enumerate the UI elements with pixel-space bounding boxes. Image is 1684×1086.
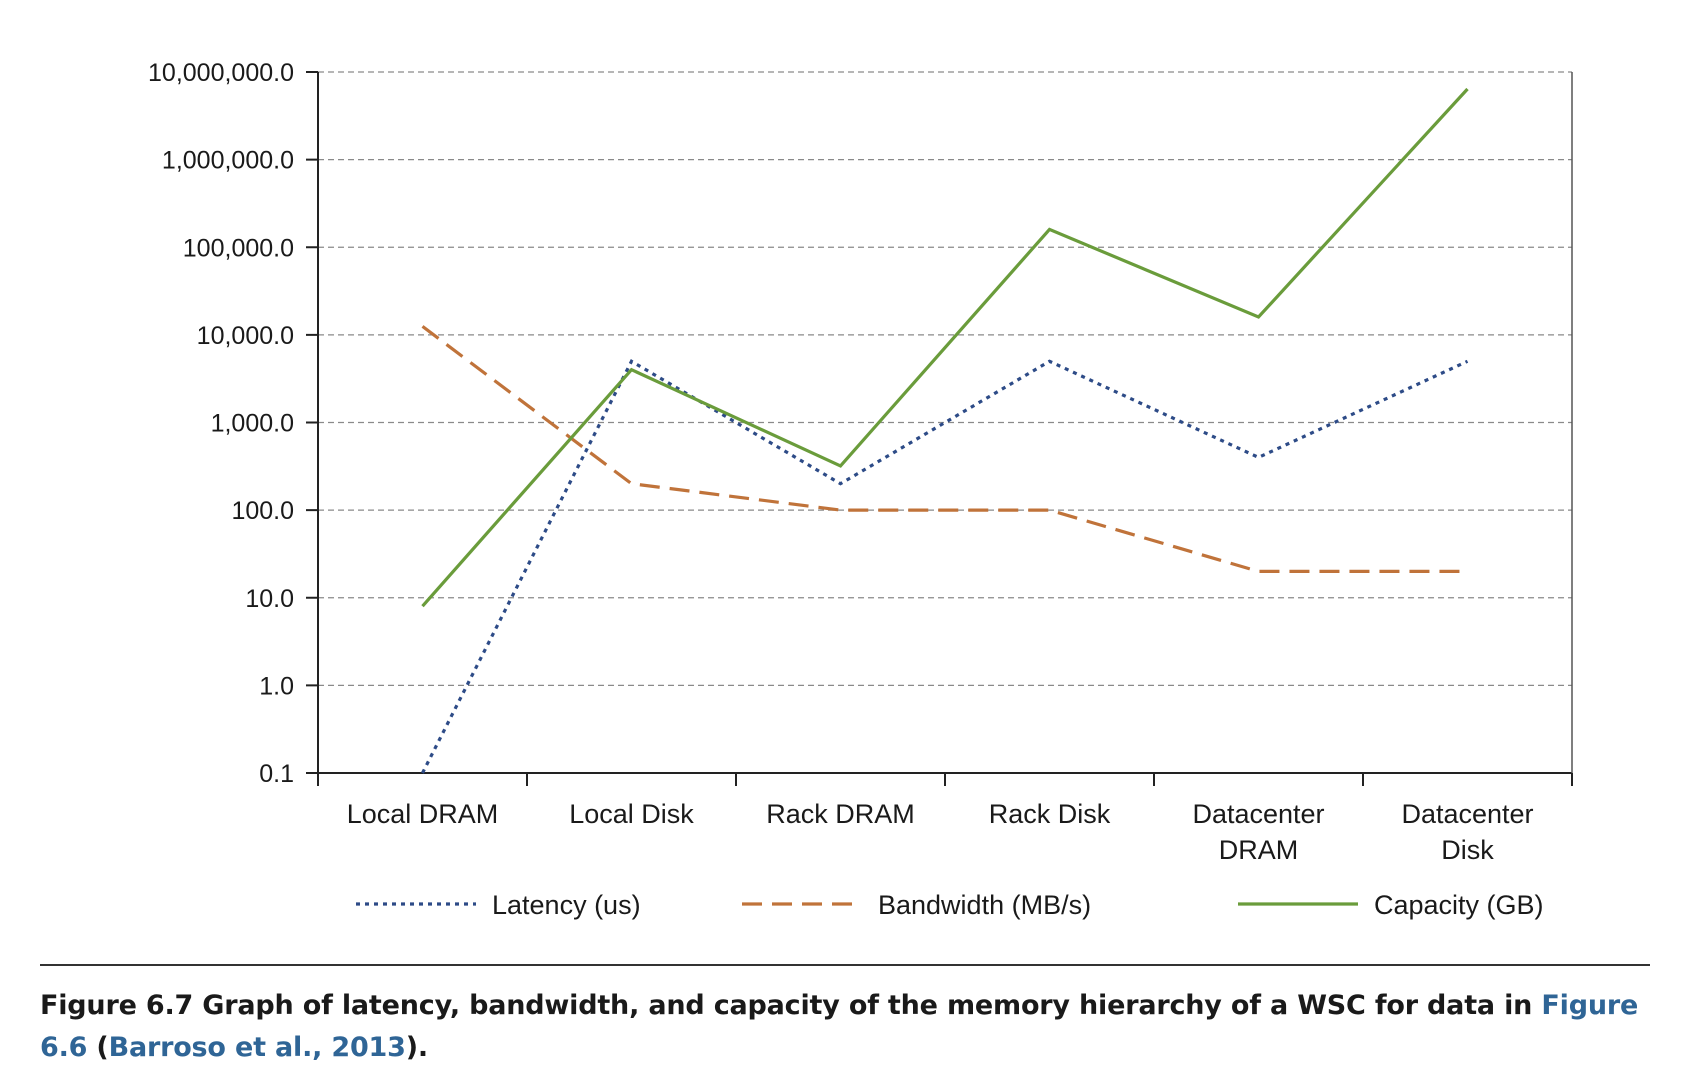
x-axis-ticks: Local DRAM Local Disk Rack DRAM Rack Disk Da… (317, 773, 1573, 865)
citation-link[interactable]: Barroso et al., 2013 (108, 1032, 406, 1063)
x-tick-label: Datacenter (1192, 799, 1324, 829)
grid-lines (318, 71, 1572, 687)
y-axis-ticks: 0.1 1.0 10.0 100.0 1,000.0 10,000.0 100,000.0 1… (148, 59, 318, 788)
caption-text-mid: ( (87, 1032, 109, 1063)
y-tick-label: 100.0 (231, 497, 294, 525)
series-line (421, 87, 1469, 608)
x-tick-label: Rack Disk (989, 799, 1111, 829)
y-tick-label: 10,000.0 (197, 322, 294, 350)
x-tick-label: Rack DRAM (766, 799, 915, 829)
y-tick-label: 10,000,000.0 (148, 59, 294, 87)
legend-label: Capacity (GB) (1374, 890, 1544, 920)
legend-label: Bandwidth (MB/s) (878, 890, 1091, 920)
y-tick-label: 1,000.0 (211, 410, 294, 438)
x-tick-label: Disk (1441, 835, 1494, 865)
series-lines (421, 87, 1469, 774)
y-tick-label: 1,000,000.0 (162, 147, 294, 175)
chart: 0.1 1.0 10.0 100.0 1,000.0 10,000.0 100,000.0 1… (148, 59, 1573, 920)
x-tick-label: Datacenter (1401, 799, 1533, 829)
x-tick-label: Local DRAM (347, 799, 499, 829)
x-tick-label: Local Disk (569, 799, 694, 829)
y-tick-label: 0.1 (259, 760, 294, 788)
y-tick-label: 100,000.0 (183, 234, 294, 262)
legend: Latency (us) Bandwidth (MB/s) Capacity (GB… (356, 890, 1544, 920)
caption-text-end: ). (405, 1032, 428, 1063)
caption-text: Figure 6.7 Graph of latency, bandwidth, … (40, 990, 1542, 1021)
caption-divider (40, 964, 1650, 966)
x-tick-label: DRAM (1219, 835, 1299, 865)
series-line (421, 325, 1468, 574)
y-tick-label: 10.0 (245, 585, 294, 613)
figure-link[interactable]: Figure 6.6 (40, 990, 1639, 1063)
figure-caption: Figure 6.7 Graph of latency, bandwidth, … (40, 985, 1660, 1069)
y-tick-label: 1.0 (259, 672, 294, 700)
legend-label: Latency (us) (492, 890, 641, 920)
